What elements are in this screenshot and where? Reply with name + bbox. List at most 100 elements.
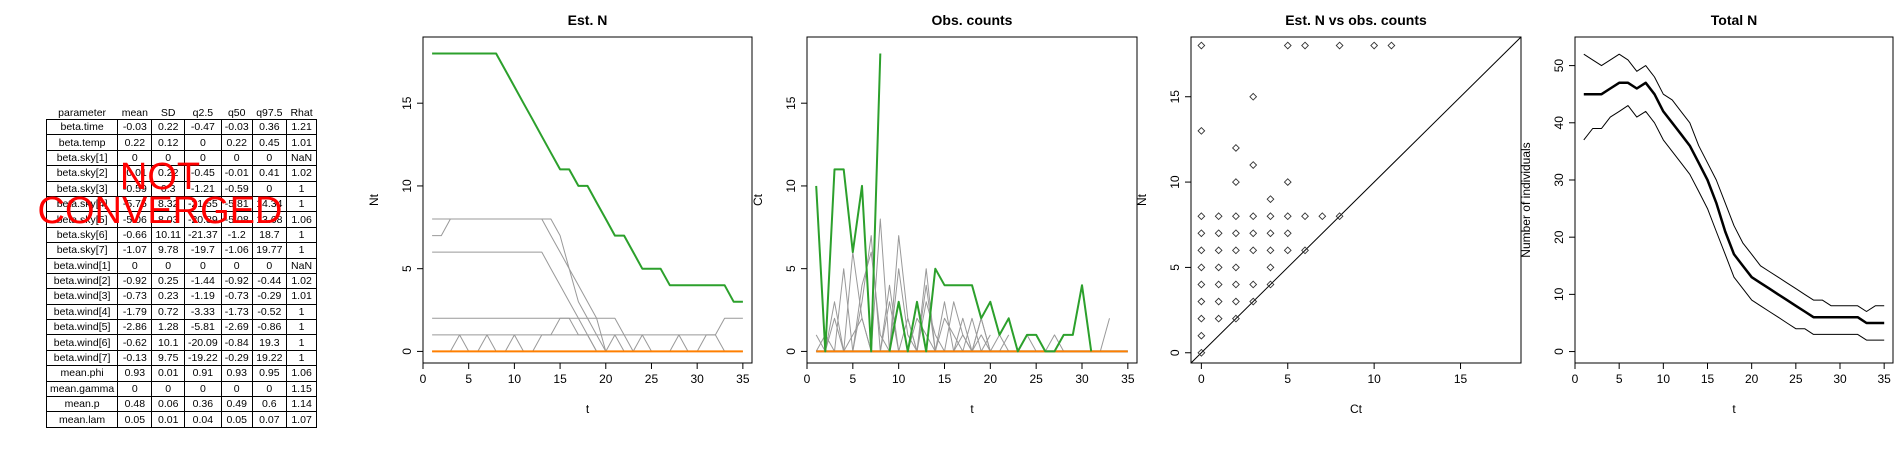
data-point [1283, 229, 1292, 238]
table-row: beta.sky[3] -0.59 0.3 -1.21 -0.59 0 1 [45, 180, 318, 197]
series-line [834, 301, 1037, 352]
value-cell: -0.44 [251, 272, 287, 290]
data-point [1266, 246, 1275, 255]
value-cell: 18.7 [251, 226, 287, 244]
table-row: beta.sky[4] -5.75 8.32 -21.55 -5.81 14.34 1 [45, 195, 318, 213]
value-cell: 1 [285, 334, 318, 351]
y-axis-label: Nt [1135, 193, 1149, 206]
value-cell: 0 [251, 380, 287, 398]
data-point [1197, 263, 1206, 272]
y-tick-label: 0 [400, 348, 414, 355]
data-point [1214, 297, 1223, 306]
table-row: beta.wind[1] 0 0 0 0 0 NaN [45, 257, 318, 274]
value-cell: 0.23 [151, 288, 185, 305]
parameter-name-cell: beta.sky[1] [45, 149, 119, 167]
series-line [432, 251, 606, 352]
table-row: beta.wind[7] -0.13 9.75 -19.22 -0.29 19.22 1 [45, 349, 318, 367]
y-tick-label: 5 [1168, 264, 1182, 271]
data-point [1266, 229, 1275, 238]
data-point [1249, 280, 1258, 289]
data-point [1197, 348, 1206, 357]
chart-title: Est. N [568, 12, 608, 28]
value-cell: -0.45 [183, 165, 222, 182]
plot-frame [1190, 36, 1522, 364]
value-cell: 0.06 [151, 396, 185, 413]
x-tick-label: 0 [420, 372, 427, 386]
value-cell: 0.72 [151, 303, 185, 321]
data-point [1231, 212, 1240, 221]
value-cell: 0.3 [151, 180, 185, 197]
data-point [1197, 246, 1206, 255]
table-row: beta.sky[2] -0.01 0.22 -0.45 -0.01 0.41 1.02 [45, 165, 318, 182]
data-point [1214, 229, 1223, 238]
y-tick-label: 50 [1552, 59, 1566, 73]
series-line [1583, 81, 1885, 325]
parameter-name-cell: beta.wind[6] [45, 334, 119, 351]
series-line [432, 218, 607, 352]
x-tick-label: 15 [1454, 372, 1468, 386]
plot-frame [806, 36, 1138, 364]
x-tick-label: 25 [1029, 372, 1043, 386]
value-cell: 0.07 [251, 411, 287, 428]
value-cell: -1.06 [220, 242, 253, 259]
column-header: SD [160, 106, 176, 119]
plot-area [815, 53, 1128, 353]
value-cell: -5.06 [117, 211, 153, 228]
value-cell: 0.22 [117, 134, 153, 151]
value-cell: -0.29 [220, 349, 253, 367]
y-tick-label: 10 [400, 179, 414, 193]
y-tick-label: 15 [1168, 90, 1182, 104]
value-cell: 0.01 [151, 411, 185, 428]
x-tick-label: 5 [465, 372, 472, 386]
data-point [1197, 331, 1206, 340]
column-header: q2.5 [192, 106, 214, 119]
value-cell: 0.45 [251, 134, 287, 151]
series-line [815, 235, 991, 352]
data-point [1266, 263, 1275, 272]
value-cell: NaN [285, 257, 318, 274]
value-cell: 0.49 [220, 396, 253, 413]
x-tick-label: 0 [1198, 372, 1205, 386]
value-cell: 0.22 [220, 134, 253, 151]
x-tick-label: 10 [1657, 372, 1671, 386]
data-point [1266, 280, 1275, 289]
x-axis-label: t [1732, 402, 1736, 416]
x-axis-label: t [970, 402, 974, 416]
value-cell: -3.33 [183, 303, 222, 321]
data-point [1266, 195, 1275, 204]
value-cell: -0.92 [117, 272, 153, 290]
value-cell: 0.05 [117, 411, 153, 428]
value-cell: 0.93 [220, 365, 253, 382]
table-body: beta.time -0.03 0.22 -0.47 -0.03 0.36 1.21 beta… [45, 118, 318, 428]
table-row: beta.wind[5] -2.86 1.28 -5.81 -2.69 -0.86 1 [45, 319, 318, 336]
y-tick-label: 10 [784, 179, 798, 193]
column-header: q50 [227, 106, 246, 119]
data-point [1387, 41, 1396, 50]
x-tick-label: 0 [1572, 372, 1579, 386]
data-point [1214, 263, 1223, 272]
data-point [1214, 314, 1223, 323]
parameter-name-cell: beta.wind[3] [45, 288, 119, 305]
series-line [815, 218, 991, 352]
value-cell: -1.21 [183, 180, 222, 197]
data-point [1231, 314, 1240, 323]
value-cell: 1.21 [285, 118, 318, 136]
y-axis-label: Ct [751, 193, 765, 206]
y-tick-label: 5 [784, 265, 798, 272]
series-line [815, 53, 882, 353]
data-point [1301, 212, 1309, 221]
data-point [1335, 212, 1344, 221]
data-point [1214, 246, 1223, 255]
y-tick-label: 30 [1552, 173, 1566, 187]
data-point [1231, 178, 1240, 187]
x-tick-label: 10 [892, 372, 906, 386]
table-row: mean.lam 0.05 0.01 0.04 0.05 0.07 1.07 [45, 411, 318, 428]
data-point [1301, 41, 1309, 50]
x-tick-label: 5 [1284, 372, 1291, 386]
value-cell: -0.03 [220, 118, 253, 136]
y-tick-label: 10 [1552, 287, 1566, 301]
column-header: Rhat [290, 106, 313, 119]
parameter-name-cell: mean.lam [45, 411, 119, 428]
column-header: q97.5 [256, 106, 283, 119]
